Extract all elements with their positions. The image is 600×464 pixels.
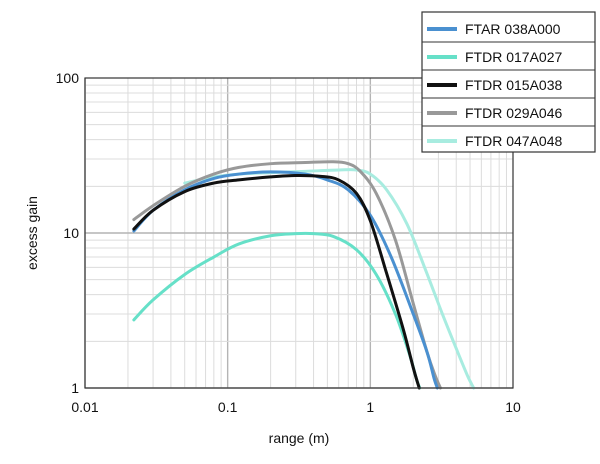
series-line-ftdr-015a038 [132,173,421,390]
legend-label: FTDR 015A038 [465,77,562,93]
legend: FTAR 038A000 FTDR 017A027 FTDR 015A038 FTDR… [421,11,596,153]
y-axis-label: excess gain [24,196,40,270]
x-tick-label: 0.01 [71,399,98,415]
plot-frame [84,77,514,389]
x-tick-label: 0.1 [218,399,238,415]
x-tick-label: 1 [366,399,374,415]
legend-label: FTAR 038A000 [465,21,561,37]
series-line-ftar-038a000 [132,170,439,390]
legend-label: FTDR 047A048 [465,133,562,149]
legend-label: FTDR 029A046 [465,105,562,121]
y-tick-label: 10 [63,225,79,241]
legend-box [421,11,596,153]
series-layer [132,160,476,390]
legend-label: FTDR 017A027 [465,49,562,65]
y-tick-label: 1 [71,380,79,396]
x-axis-label: range (m) [269,430,330,446]
x-tick-labels: 0.01 0.1 1 10 [71,399,521,415]
x-tick-label: 10 [505,399,521,415]
y-tick-label: 100 [56,70,80,86]
y-tick-labels: 1 10 100 [56,70,80,396]
